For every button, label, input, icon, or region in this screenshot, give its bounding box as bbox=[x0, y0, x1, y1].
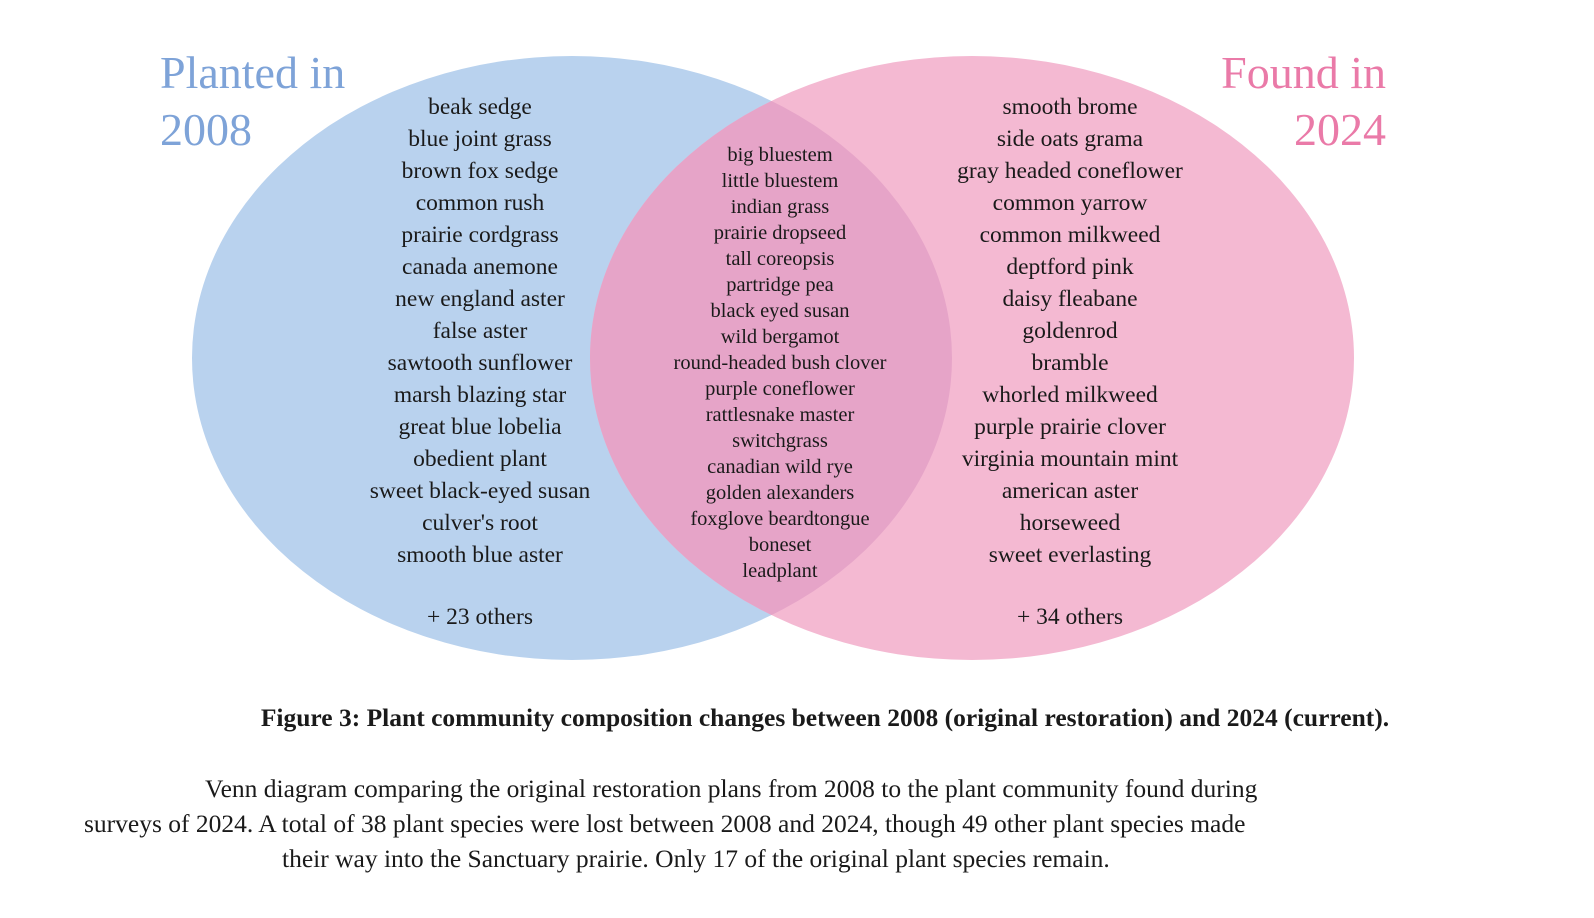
found-only-others-count: + 34 others bbox=[1017, 604, 1123, 630]
species-item: sawtooth sunflower bbox=[387, 350, 573, 376]
overlap-region bbox=[590, 56, 952, 660]
species-item: round-headed bush clover bbox=[673, 352, 887, 374]
species-item: american aster bbox=[1001, 478, 1139, 504]
species-item: beak sedge bbox=[428, 94, 532, 120]
caption-line: Venn diagram comparing the original rest… bbox=[205, 774, 1258, 803]
species-item: common milkweed bbox=[979, 222, 1161, 248]
species-item: marsh blazing star bbox=[393, 382, 567, 408]
species-item: daisy fleabane bbox=[1002, 286, 1138, 312]
set-2008-title-line: 2008 bbox=[160, 104, 252, 155]
species-item: common yarrow bbox=[992, 190, 1148, 216]
shared-species-list: big bluestem little bluestem indian gras… bbox=[640, 142, 920, 584]
species-item: black eyed susan bbox=[710, 300, 850, 322]
species-item: sweet black-eyed susan bbox=[369, 478, 591, 504]
figure-caption-body: Venn diagram comparing the original rest… bbox=[84, 771, 1524, 876]
species-item: indian grass bbox=[730, 196, 830, 218]
species-item: horseweed bbox=[1019, 510, 1121, 536]
species-item: prairie dropseed bbox=[713, 222, 847, 244]
planted-only-others-count: + 23 others bbox=[427, 604, 533, 630]
figure-caption-title: Figure 3: Plant community composition ch… bbox=[260, 703, 1390, 732]
species-item: bramble bbox=[1031, 350, 1109, 376]
species-item: wild bergamot bbox=[720, 326, 840, 348]
caption-line: their way into the Sanctuary prairie. On… bbox=[282, 844, 1110, 873]
species-item: little bluestem bbox=[721, 170, 839, 192]
species-item: gray headed coneflower bbox=[957, 158, 1183, 184]
caption-line: surveys of 2024. A total of 38 plant spe… bbox=[84, 809, 1246, 838]
species-item: culver's root bbox=[422, 510, 538, 536]
species-item: goldenrod bbox=[1022, 318, 1118, 344]
species-item: leadplant bbox=[742, 560, 818, 582]
set-2024-title-line: Found in bbox=[1221, 47, 1386, 98]
species-item: tall coreopsis bbox=[725, 248, 835, 270]
species-item: boneset bbox=[748, 534, 812, 556]
set-2024-title: Found in 2024 bbox=[1221, 44, 1386, 158]
species-item: whorled milkweed bbox=[982, 382, 1158, 408]
species-item: smooth blue aster bbox=[397, 542, 563, 568]
planted-only-species-list: beak sedge blue joint grass brown fox se… bbox=[330, 91, 630, 571]
species-item: common rush bbox=[415, 190, 545, 216]
species-item: rattlesnake master bbox=[705, 404, 855, 426]
species-item: side oats grama bbox=[996, 126, 1144, 152]
species-item: golden alexanders bbox=[705, 482, 855, 504]
set-2024-title-line: 2024 bbox=[1294, 104, 1386, 155]
species-item: deptford pink bbox=[1006, 254, 1134, 280]
species-item: prairie cordgrass bbox=[401, 222, 559, 248]
species-item: sweet everlasting bbox=[988, 542, 1152, 568]
species-item: new england aster bbox=[395, 286, 565, 312]
set-2008-title: Planted in 2008 bbox=[160, 44, 345, 158]
species-item: foxglove beardtongue bbox=[690, 508, 870, 530]
species-item: blue joint grass bbox=[408, 126, 552, 152]
species-item: canadian wild rye bbox=[707, 456, 853, 478]
set-2008-title-line: Planted in bbox=[160, 47, 346, 98]
species-item: canada anemone bbox=[402, 254, 558, 280]
species-item: smooth brome bbox=[1002, 94, 1138, 120]
species-item: partridge pea bbox=[726, 274, 834, 296]
species-item: purple prairie clover bbox=[974, 414, 1166, 440]
species-item: false aster bbox=[432, 318, 528, 344]
species-item: purple coneflower bbox=[705, 378, 855, 400]
species-item: great blue lobelia bbox=[398, 414, 562, 440]
species-item: big bluestem bbox=[727, 144, 833, 166]
species-item: brown fox sedge bbox=[401, 158, 559, 184]
species-item: obedient plant bbox=[413, 446, 547, 472]
species-item: virginia mountain mint bbox=[961, 446, 1179, 472]
species-item: switchgrass bbox=[732, 430, 828, 452]
found-only-species-list: smooth brome side oats grama gray headed… bbox=[920, 91, 1220, 571]
